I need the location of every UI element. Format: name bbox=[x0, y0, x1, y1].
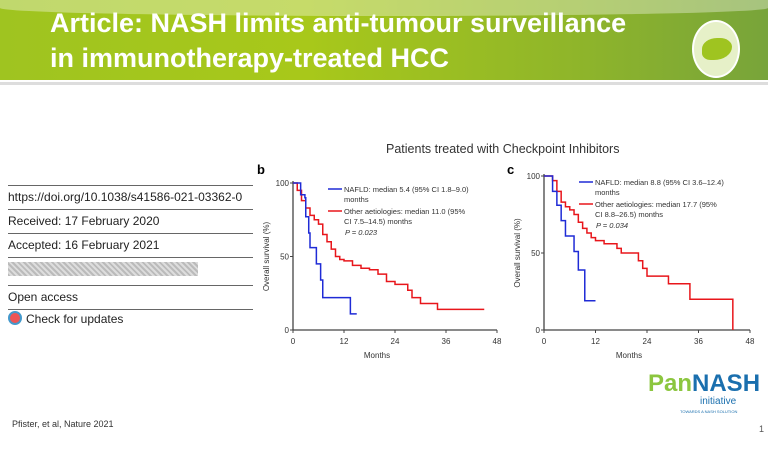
x-tick-label: 36 bbox=[442, 337, 451, 346]
y-tick-label: 0 bbox=[536, 326, 541, 335]
x-tick-label: 0 bbox=[291, 337, 296, 346]
article-info: https://doi.org/10.1038/s41586-021-03362… bbox=[8, 185, 253, 328]
legend-label-line1: Other aetiologies: median 11.0 (95% bbox=[344, 207, 466, 216]
x-axis-label: Months bbox=[364, 351, 390, 360]
legend-label-line2: months bbox=[595, 188, 620, 197]
page-number: 1 bbox=[759, 424, 765, 434]
chart-c: c 0 12 24 36 48 0 50 100 Months Overall survival (… bbox=[507, 162, 755, 360]
y-tick-label: 100 bbox=[527, 172, 541, 181]
check-updates-icon bbox=[8, 311, 22, 325]
legend-label-line2: months bbox=[344, 195, 369, 204]
check-updates[interactable]: Check for updates bbox=[8, 310, 253, 328]
received-date: Received: 17 February 2020 bbox=[8, 210, 253, 234]
p-value: P = 0.034 bbox=[596, 221, 628, 230]
nafld-survival-curve bbox=[293, 182, 357, 315]
title-line-2: in immunotherapy-treated HCC bbox=[50, 43, 450, 73]
liver-icon bbox=[702, 38, 732, 60]
figure-subtitle: Patients treated with Checkpoint Inhibit… bbox=[386, 142, 620, 156]
y-tick-label: 50 bbox=[280, 253, 289, 262]
y-tick-label: 50 bbox=[531, 249, 540, 258]
legend-label-line1: NAFLD: median 5.4 (95% CI 1.8–9.0) bbox=[344, 185, 469, 194]
y-tick-label: 100 bbox=[276, 179, 290, 188]
legend-label-line2: CI 7.5–14.5) months bbox=[344, 217, 412, 226]
citation-text: Pfister, et al, Nature 2021 bbox=[12, 419, 114, 429]
x-tick-label: 48 bbox=[746, 337, 755, 346]
header-divider bbox=[0, 82, 768, 85]
panel-label: c bbox=[507, 162, 514, 177]
p-value: P = 0.023 bbox=[345, 228, 378, 237]
citation: Pfister, et al, Nature 2021 bbox=[12, 419, 114, 429]
y-axis-label: Overall survival (%) bbox=[513, 218, 522, 288]
chart-b: b 0 12 24 36 48 0 50 100 Months Overall survival (… bbox=[257, 162, 502, 360]
title-banner bbox=[0, 0, 768, 80]
slide-title: Article: NASH limits anti-tumour surveil… bbox=[50, 6, 626, 76]
x-tick-label: 12 bbox=[591, 337, 600, 346]
y-axis-label: Overall survival (%) bbox=[262, 221, 271, 291]
check-updates-label: Check for updates bbox=[26, 312, 124, 326]
other-aetiologies-survival-curve bbox=[544, 175, 734, 330]
logo-initiative: initiative bbox=[700, 396, 737, 407]
x-tick-label: 48 bbox=[493, 337, 502, 346]
x-tick-label: 36 bbox=[694, 337, 703, 346]
legend-label-line2: CI 8.8–26.5) months bbox=[595, 210, 663, 219]
other-aetiologies-survival-curve bbox=[293, 182, 485, 311]
logo-pan: Pan bbox=[648, 370, 693, 397]
doi-link[interactable]: https://doi.org/10.1038/s41586-021-03362… bbox=[8, 185, 253, 210]
panel-label: b bbox=[257, 162, 265, 177]
pannash-logo: PanNASH bbox=[648, 370, 760, 398]
redacted-line bbox=[8, 262, 253, 286]
legend-label-line1: NAFLD: median 8.8 (95% CI 3.6–12.4) bbox=[595, 178, 724, 187]
x-tick-label: 24 bbox=[643, 337, 652, 346]
open-access: Open access bbox=[8, 286, 253, 310]
legend-label-line1: Other aetiologies: median 17.7 (95% bbox=[595, 200, 717, 209]
nafld-survival-curve bbox=[544, 175, 596, 302]
banner-arc bbox=[0, 0, 768, 16]
logo-tagline: TOWARDS A NASH SOLUTION bbox=[680, 409, 738, 414]
x-axis-label: Months bbox=[616, 351, 642, 360]
logo-nash: NASH bbox=[692, 370, 761, 397]
x-tick-label: 0 bbox=[542, 337, 547, 346]
x-tick-label: 12 bbox=[340, 337, 349, 346]
title-line-1: Article: NASH limits anti-tumour surveil… bbox=[50, 8, 627, 38]
x-tick-label: 24 bbox=[391, 337, 400, 346]
y-tick-label: 0 bbox=[285, 326, 290, 335]
accepted-date: Accepted: 16 February 2021 bbox=[8, 234, 253, 258]
